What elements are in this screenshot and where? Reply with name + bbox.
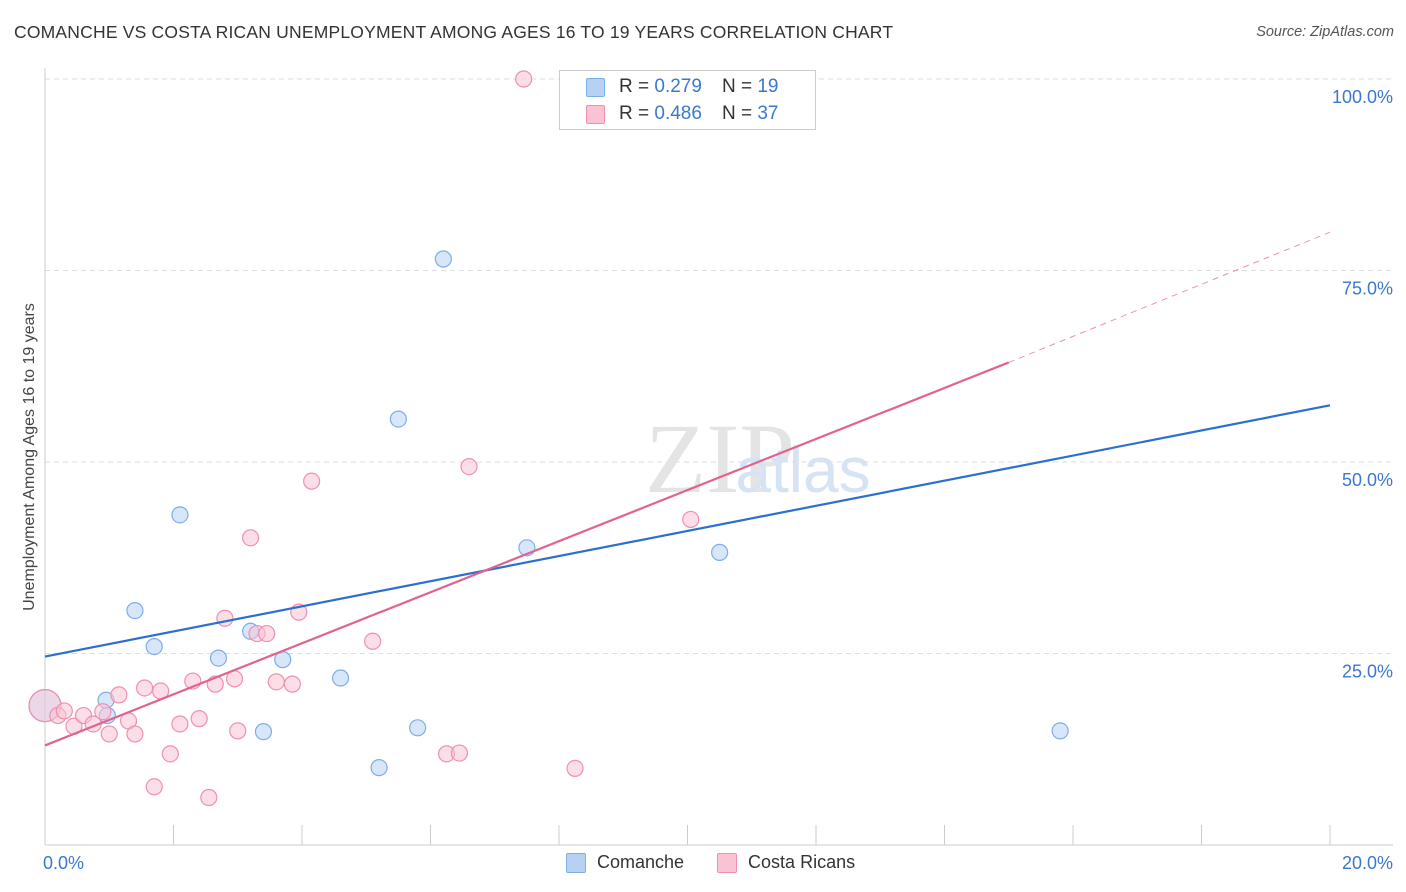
data-point: [389, 410, 407, 428]
axes: [44, 68, 1393, 846]
data-point: [110, 686, 128, 704]
tick-labels: 25.0% 50.0% 75.0% 100.0% 0.0% 20.0%: [43, 87, 1393, 873]
legend-item-costa-ricans[interactable]: Costa Ricans: [717, 852, 855, 873]
data-point: [55, 702, 73, 720]
data-point: [258, 624, 276, 643]
watermark-zip: ZIP: [645, 403, 795, 514]
x-tick-label: 0.0%: [43, 853, 84, 873]
data-point: [126, 602, 144, 620]
y-tick-label: 100.0%: [1332, 87, 1393, 107]
gridlines: [45, 78, 1393, 654]
source-label: Source: ZipAtlas.com: [1256, 24, 1394, 40]
n-label: N =: [721, 76, 753, 97]
data-point: [515, 70, 533, 88]
y-tick-label: 50.0%: [1342, 470, 1393, 490]
data-point: [126, 725, 144, 743]
data-point: [460, 457, 478, 476]
data-point: [229, 722, 247, 740]
data-point: [1051, 722, 1069, 740]
data-point: [200, 788, 218, 807]
n-value: 37: [757, 103, 779, 124]
data-point: [209, 649, 228, 667]
data-point: [450, 744, 469, 762]
trend-line: [44, 404, 1331, 658]
data-point: [364, 632, 382, 650]
n-label: N =: [721, 103, 753, 124]
r-label: R =: [619, 76, 650, 97]
data-point: [100, 725, 118, 743]
r-value: 0.279: [654, 76, 702, 97]
y-tick-label: 75.0%: [1342, 279, 1393, 299]
data-point: [216, 609, 234, 627]
legend-item-comanche[interactable]: Comanche: [566, 852, 684, 873]
trend-line: [44, 361, 1010, 747]
data-point: [242, 529, 260, 547]
stats-row-costa-ricans: R = 0.486 N = 37: [586, 103, 778, 125]
legend-label-costa-ricans: Costa Ricans: [748, 852, 856, 872]
trend-line-extension: [1008, 231, 1331, 363]
r-label: R =: [619, 103, 650, 124]
data-point: [94, 703, 112, 721]
series-legend: Comanche Costa Ricans: [566, 852, 888, 873]
data-point: [161, 745, 179, 763]
costa-ricans-swatch: [717, 852, 738, 873]
n-value: 19: [757, 76, 779, 97]
data-point: [682, 510, 700, 529]
comanche-swatch: [586, 77, 605, 97]
data-point: [190, 710, 208, 728]
data-point: [135, 679, 154, 697]
data-point: [283, 675, 301, 693]
stats-row-comanche: R = 0.279 N = 19: [586, 76, 778, 98]
data-point: [145, 638, 163, 656]
r-value: 0.486: [654, 103, 702, 124]
data-point: [434, 250, 452, 268]
data-point: [409, 719, 427, 737]
stats-legend: R = 0.279 N = 19 R = 0.486 N = 37: [559, 70, 816, 130]
data-points: [28, 70, 1069, 807]
data-point: [171, 506, 189, 524]
data-point: [145, 778, 163, 796]
data-point: [254, 723, 273, 741]
x-tick-label: 20.0%: [1342, 853, 1393, 873]
data-point: [171, 715, 189, 733]
data-point: [370, 759, 388, 777]
data-point: [711, 543, 729, 561]
data-point: [267, 673, 285, 691]
comanche-swatch: [566, 852, 586, 873]
chart-title: COMANCHE VS COSTA RICAN UNEMPLOYMENT AMO…: [14, 22, 894, 42]
watermark-atlas: atlas: [735, 434, 870, 506]
trend-lines: [44, 231, 1331, 747]
y-tick-label: 25.0%: [1342, 662, 1393, 682]
legend-label-comanche: Comanche: [597, 852, 685, 872]
data-point: [303, 472, 321, 490]
data-point: [566, 759, 584, 778]
costa-ricans-swatch: [586, 104, 605, 124]
data-point: [331, 669, 350, 687]
